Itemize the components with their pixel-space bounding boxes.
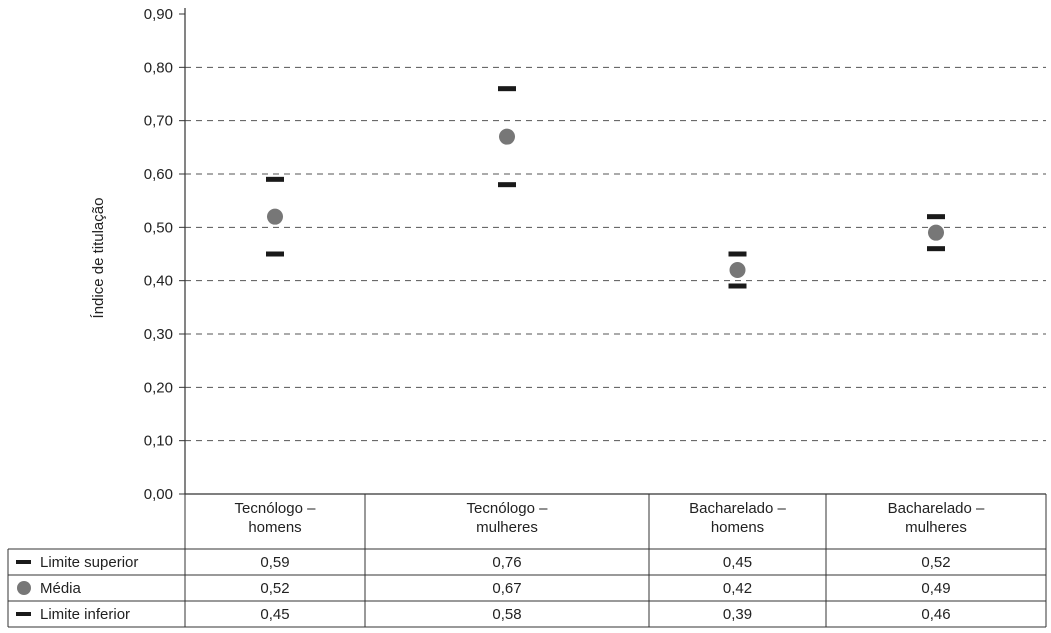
upper-limit-mark <box>728 251 747 257</box>
table-cell-value: 0,59 <box>260 554 289 571</box>
table-cell-value: 0,42 <box>723 580 752 597</box>
table-cell-value: 0,39 <box>723 606 752 623</box>
legend-label: Limite superior <box>40 554 138 571</box>
legend-mean-icon <box>17 581 31 595</box>
y-tick-label: 0,90 <box>144 6 173 23</box>
category-label: Tecnólogo – <box>467 500 549 517</box>
y-tick-label: 0,00 <box>144 486 173 503</box>
category-label: homens <box>248 519 301 536</box>
mean-point <box>267 208 283 225</box>
mean-point <box>729 262 746 278</box>
lower-limit-mark <box>498 182 516 188</box>
table-cell-value: 0,45 <box>723 554 752 571</box>
mean-point <box>499 128 515 145</box>
y-axis-label: Índice de titulação <box>90 198 107 319</box>
table-cell-value: 0,52 <box>260 580 289 597</box>
upper-limit-mark <box>266 176 284 182</box>
y-tick-label: 0,30 <box>144 326 173 343</box>
table-cell-value: 0,67 <box>492 580 521 597</box>
legend-label: Limite inferior <box>40 606 130 623</box>
y-tick-label: 0,60 <box>144 166 173 183</box>
legend-dash-icon <box>16 560 31 564</box>
category-label: mulheres <box>905 519 967 536</box>
upper-limit-mark <box>927 214 945 220</box>
y-tick-label: 0,20 <box>144 379 173 396</box>
category-label: Bacharelado – <box>689 500 786 517</box>
y-tick-label: 0,70 <box>144 113 173 130</box>
y-tick-label: 0,50 <box>144 219 173 236</box>
y-tick-label: 0,10 <box>144 433 173 450</box>
table-cell-value: 0,58 <box>492 606 521 623</box>
table-cell-value: 0,45 <box>260 606 289 623</box>
legend-dash-icon <box>16 612 31 616</box>
table-cell-value: 0,52 <box>921 554 950 571</box>
table-cell-value: 0,76 <box>492 554 521 571</box>
category-label: Tecnólogo – <box>235 500 317 517</box>
lower-limit-mark <box>927 246 945 252</box>
mean-point <box>928 224 944 241</box>
legend-label: Média <box>40 580 82 597</box>
upper-limit-mark <box>498 86 516 92</box>
category-label: Bacharelado – <box>888 500 985 517</box>
category-label: homens <box>711 519 764 536</box>
lower-limit-mark <box>728 283 747 289</box>
y-tick-label: 0,40 <box>144 273 173 290</box>
y-tick-label: 0,80 <box>144 59 173 76</box>
table-cell-value: 0,46 <box>921 606 950 623</box>
category-label: mulheres <box>476 519 538 536</box>
lower-limit-mark <box>266 251 284 257</box>
table-cell-value: 0,49 <box>921 580 950 597</box>
